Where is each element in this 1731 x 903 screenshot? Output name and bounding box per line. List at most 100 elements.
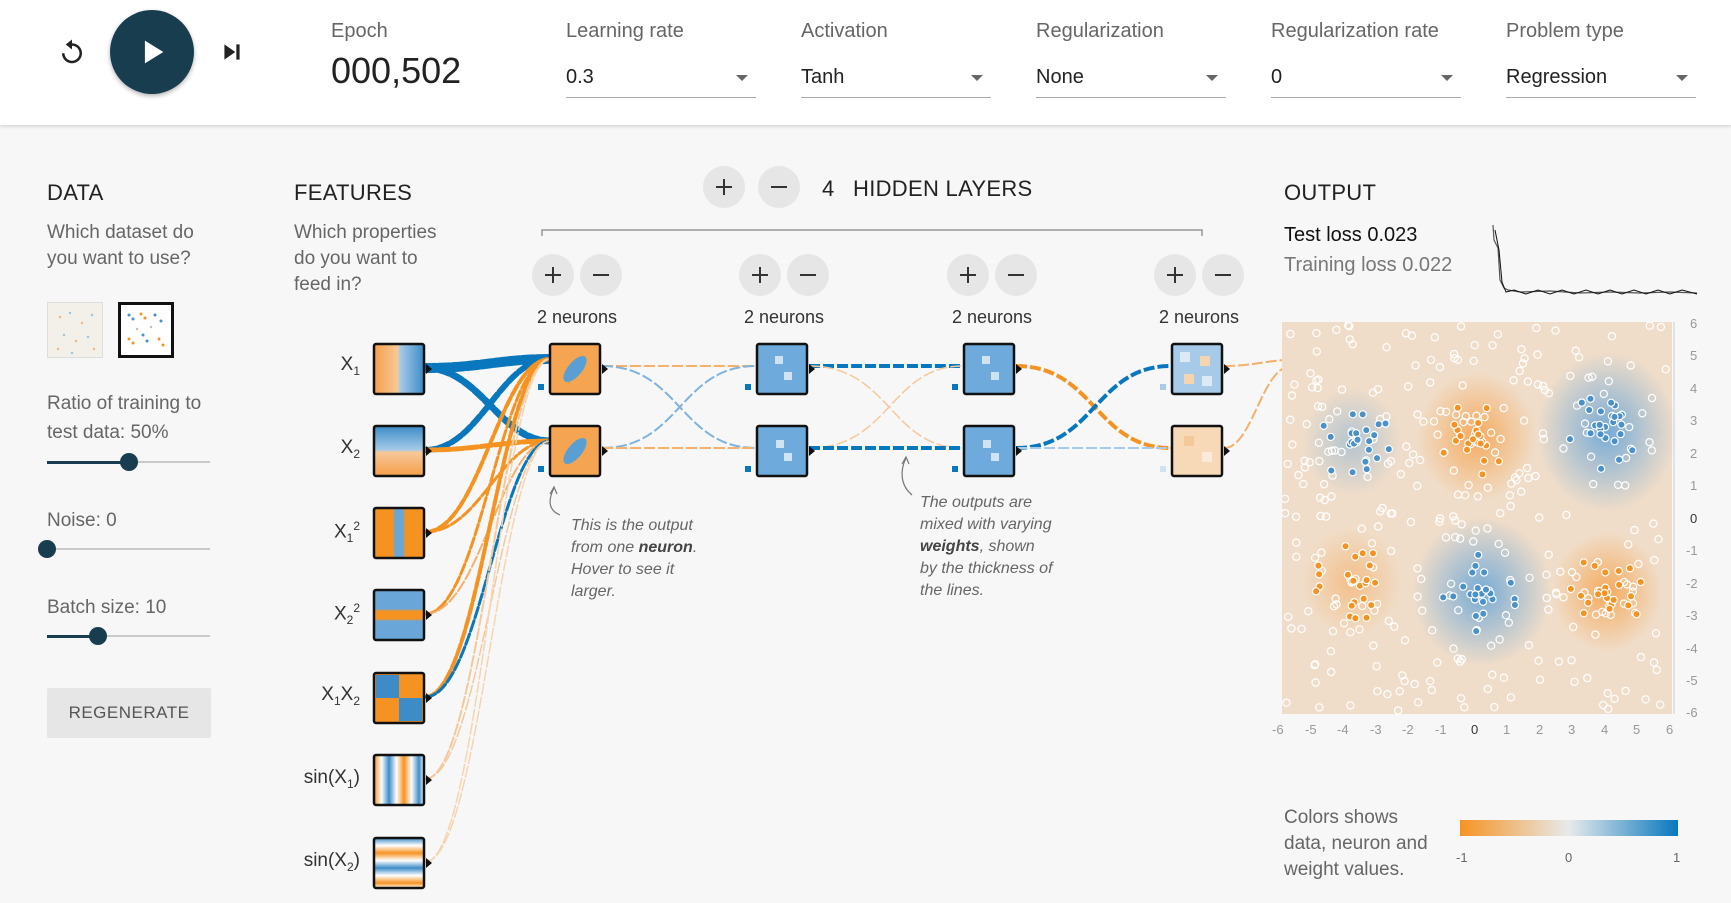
data-point xyxy=(1506,693,1516,702)
input-feature-x2[interactable] xyxy=(372,424,432,478)
problem-type-select[interactable]: Regression xyxy=(1506,58,1696,98)
neuron-layer2-1[interactable] xyxy=(745,342,815,396)
weights-annotation: The outputs are mixed with varying weigh… xyxy=(920,494,1053,599)
data-point xyxy=(1314,561,1323,570)
input-feature-x1-squared[interactable] xyxy=(372,506,432,560)
data-point xyxy=(1312,347,1321,356)
data-point xyxy=(1395,687,1404,696)
features-question-1: Which properties xyxy=(294,222,437,243)
neuron-layer4-2[interactable] xyxy=(1160,424,1230,478)
data-point xyxy=(1471,590,1480,599)
layer-3-remove-neuron-button[interactable] xyxy=(995,254,1037,296)
neuron-annotation: This is the output from one neuron. Hove… xyxy=(571,517,698,600)
input-feature-x1[interactable] xyxy=(372,342,432,396)
features-question-3: feed in? xyxy=(294,274,362,295)
data-point xyxy=(1551,326,1560,335)
reset-button[interactable] xyxy=(52,32,92,72)
layer-4-remove-neuron-button[interactable] xyxy=(1202,254,1244,296)
minus-icon xyxy=(1215,274,1231,276)
data-point xyxy=(1500,548,1510,557)
data-point xyxy=(1435,362,1445,372)
data-point xyxy=(1571,346,1580,355)
batch-slider-track[interactable] xyxy=(47,635,210,637)
remove-layer-button[interactable] xyxy=(758,166,800,208)
play-button[interactable] xyxy=(110,10,194,94)
data-point xyxy=(1302,419,1311,429)
data-point xyxy=(1649,658,1659,667)
chevron-down-icon xyxy=(1676,74,1688,81)
data-point xyxy=(1596,407,1606,416)
data-point xyxy=(1283,612,1293,622)
layer-3-add-neuron-button[interactable] xyxy=(947,254,989,296)
dataset-option-1[interactable] xyxy=(47,302,103,358)
dataset-thumbnail xyxy=(48,303,102,357)
data-point xyxy=(1389,622,1399,631)
data-point xyxy=(1460,490,1470,500)
activation-select[interactable]: Tanh xyxy=(801,58,991,98)
data-point xyxy=(1566,371,1575,381)
x-tick: -6 xyxy=(1272,722,1284,737)
data-point xyxy=(1585,405,1594,415)
data-point xyxy=(1364,445,1374,455)
layer-2-add-neuron-button[interactable] xyxy=(739,254,781,296)
data-point xyxy=(1416,574,1426,584)
input-feature-sin-x1[interactable] xyxy=(372,753,432,807)
data-point xyxy=(1610,412,1619,422)
data-point xyxy=(1504,618,1513,627)
data-point xyxy=(1441,407,1451,417)
input-feature-x1x2[interactable] xyxy=(372,671,432,725)
data-point xyxy=(1610,436,1619,446)
x-tick: 5 xyxy=(1633,722,1641,737)
layer-1-remove-neuron-button[interactable] xyxy=(580,254,622,296)
data-point xyxy=(1591,630,1600,639)
regularization-rate-select[interactable]: 0 xyxy=(1271,58,1461,98)
x-tick: -1 xyxy=(1435,722,1447,737)
input-feature-x2-squared[interactable] xyxy=(372,588,432,642)
data-title: DATA xyxy=(47,180,104,205)
regenerate-button[interactable]: REGENERATE xyxy=(47,688,211,738)
data-point xyxy=(1625,564,1635,573)
data-point xyxy=(1482,403,1491,413)
regularization-select[interactable]: None xyxy=(1036,58,1226,98)
data-point xyxy=(1312,376,1321,385)
noise-slider-thumb[interactable] xyxy=(38,540,56,558)
data-point xyxy=(1449,592,1458,601)
data-point xyxy=(1425,676,1435,686)
dataset-option-2[interactable] xyxy=(118,302,174,358)
data-point xyxy=(1456,694,1466,703)
layer-1-neuron-count: 2 neurons xyxy=(536,307,618,327)
neuron-layer1-1[interactable] xyxy=(538,342,608,396)
neuron-layer2-2[interactable] xyxy=(745,424,815,478)
data-point xyxy=(1350,552,1360,561)
data-point xyxy=(1408,450,1418,459)
y-tick: -5 xyxy=(1686,673,1698,688)
features-title: FEATURES xyxy=(294,180,413,205)
neuron-layer4-1[interactable] xyxy=(1160,342,1230,396)
neuron-layer3-2[interactable] xyxy=(952,424,1022,478)
legend-text-1: Colors shows xyxy=(1284,807,1399,828)
data-point xyxy=(1449,349,1459,359)
layer-1-add-neuron-button[interactable] xyxy=(532,254,574,296)
data-point xyxy=(1579,609,1588,618)
batch-slider-thumb[interactable] xyxy=(88,627,107,645)
layer-4-add-neuron-button[interactable] xyxy=(1154,254,1196,296)
x-tick: 0 xyxy=(1471,722,1479,737)
data-point xyxy=(1559,444,1568,453)
feature-label-x1-squared: X12 xyxy=(333,519,360,546)
neuron-layer1-2[interactable] xyxy=(538,424,608,478)
data-point xyxy=(1367,539,1377,548)
x-tick: 1 xyxy=(1503,722,1511,737)
layer-2-remove-neuron-button[interactable] xyxy=(787,254,829,296)
data-point xyxy=(1628,445,1637,455)
data-point xyxy=(1588,372,1597,382)
y-tick: -4 xyxy=(1686,641,1698,656)
ratio-slider-thumb[interactable] xyxy=(119,453,138,471)
noise-slider-track[interactable] xyxy=(47,548,210,550)
learning-rate-select[interactable]: 0.3 xyxy=(566,58,756,98)
step-button[interactable] xyxy=(214,34,250,70)
reset-icon xyxy=(62,39,82,64)
input-feature-sin-x2[interactable] xyxy=(372,836,432,890)
neuron-layer3-1[interactable] xyxy=(952,342,1022,396)
add-layer-button[interactable] xyxy=(703,166,745,208)
data-point xyxy=(1300,456,1309,465)
